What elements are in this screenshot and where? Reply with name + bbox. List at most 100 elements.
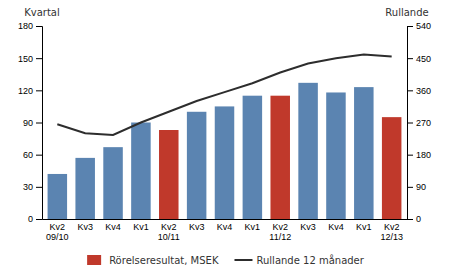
tick: 450 — [407, 54, 431, 64]
tick: Kv209/10 — [46, 222, 69, 242]
tick-label: Kv3 — [77, 222, 93, 232]
tick-label-line: Kv2 — [161, 222, 177, 232]
tick: Kv3 — [300, 222, 316, 232]
bar — [131, 123, 151, 220]
legend-swatch — [87, 255, 101, 265]
tick: 120 — [18, 86, 42, 96]
tick-label: 90 — [416, 182, 426, 192]
tick-label-line: Kv1 — [245, 222, 261, 232]
tick: 360 — [407, 86, 431, 96]
tick-label: 180 — [18, 21, 33, 31]
tick-label: 0 — [28, 214, 33, 224]
tick-mark — [36, 90, 42, 91]
chart-svg: 0306090120150180090180270360450540Kv209/… — [0, 0, 451, 269]
tick: Kv212/13 — [380, 222, 403, 242]
tick-label: 90 — [23, 118, 33, 128]
tick: 180 — [18, 21, 42, 31]
tick-label: Kv211/12 — [269, 222, 291, 242]
tick-label: 30 — [23, 182, 33, 192]
tick: 90 — [23, 118, 42, 128]
tick-mark — [36, 58, 42, 59]
tick-label: Kv209/10 — [46, 222, 69, 242]
tick-label-line: 09/10 — [46, 232, 69, 242]
bar — [354, 87, 374, 219]
tick-label-line: Kv2 — [384, 222, 400, 232]
tick-label-line: 10/11 — [158, 232, 180, 242]
bar — [270, 96, 290, 219]
bar-series — [48, 83, 402, 219]
tick-mark — [407, 187, 413, 188]
tick: Kv210/11 — [158, 222, 180, 242]
tick-label-line: Kv4 — [217, 222, 233, 232]
tick-label: 450 — [416, 54, 431, 64]
tick-label: 180 — [416, 150, 431, 160]
y2-axis-title: Rullande — [385, 7, 428, 18]
tick-label: Kv212/13 — [380, 222, 403, 242]
line — [57, 55, 391, 135]
tick: Kv4 — [328, 222, 344, 232]
tick-label-line: 12/13 — [380, 232, 403, 242]
tick-label-line: Kv1 — [133, 222, 149, 232]
tick: 60 — [23, 150, 42, 160]
tick-label: Kv1 — [245, 222, 261, 232]
bar — [298, 83, 318, 219]
x-axis: Kv209/10Kv3Kv4Kv1Kv210/11Kv3Kv4Kv1Kv211/… — [43, 220, 408, 243]
y-axis-title: Kvartal — [24, 7, 60, 18]
tick-label-line: Kv3 — [300, 222, 316, 232]
tick: 90 — [407, 182, 426, 192]
tick-label: 270 — [416, 118, 431, 128]
tick-label: 120 — [18, 86, 33, 96]
tick-label: Kv4 — [105, 222, 121, 232]
tick-mark — [407, 26, 413, 27]
tick-label-line: Kv2 — [50, 222, 66, 232]
tick: 540 — [407, 21, 431, 31]
tick-label: 60 — [23, 150, 33, 160]
legend-label: Rullande 12 månader — [256, 254, 364, 266]
y2-axis: 0 90 180 270 360 450 540 — [407, 21, 431, 224]
bar — [48, 174, 68, 219]
tick: 270 — [407, 118, 431, 128]
tick: 150 — [18, 54, 42, 64]
tick-label: Kv1 — [356, 222, 372, 232]
tick-label-line: Kv3 — [77, 222, 93, 232]
plot: 0306090120150180090180270360450540Kv209/… — [18, 21, 431, 242]
tick-label-line: Kv4 — [105, 222, 121, 232]
axis-line — [43, 219, 408, 220]
tick-mark — [36, 155, 42, 156]
legend-item: Rullande 12 månader — [234, 254, 364, 266]
tick-label: Kv4 — [217, 222, 233, 232]
bar — [187, 112, 207, 219]
chart-container: 0306090120150180090180270360450540Kv209/… — [0, 0, 451, 269]
tick-label-line: Kv2 — [272, 222, 288, 232]
tick-label: Kv4 — [328, 222, 344, 232]
marks — [48, 55, 402, 219]
tick: 0 — [28, 214, 42, 224]
tick-label: Kv3 — [300, 222, 316, 232]
tick: Kv4 — [105, 222, 121, 232]
tick-mark — [36, 26, 42, 27]
tick-mark — [407, 90, 413, 91]
tick-mark — [407, 58, 413, 59]
tick-mark — [36, 187, 42, 188]
tick: 180 — [407, 150, 431, 160]
tick-label: 150 — [18, 54, 33, 64]
tick: Kv3 — [77, 222, 93, 232]
tick: Kv1 — [356, 222, 372, 232]
axis-line — [408, 27, 414, 220]
tick: Kv1 — [245, 222, 261, 232]
bar — [75, 158, 95, 219]
tick-label: Kv3 — [189, 222, 205, 232]
bar — [326, 92, 346, 219]
tick-mark — [407, 219, 413, 220]
tick-label-line: Kv4 — [328, 222, 344, 232]
tick-label-line: Kv3 — [189, 222, 205, 232]
legend: Rörelseresultat, MSEKRullande 12 månader — [87, 254, 365, 266]
bar — [215, 106, 235, 219]
y-axis: 0 30 60 90 120 150 180 — [18, 21, 43, 224]
tick-label-line: Kv1 — [356, 222, 372, 232]
tick: 0 — [407, 214, 421, 224]
axis-line — [36, 27, 43, 220]
tick: Kv211/12 — [269, 222, 291, 242]
tick-label: 540 — [416, 21, 431, 31]
tick-mark — [36, 123, 42, 124]
